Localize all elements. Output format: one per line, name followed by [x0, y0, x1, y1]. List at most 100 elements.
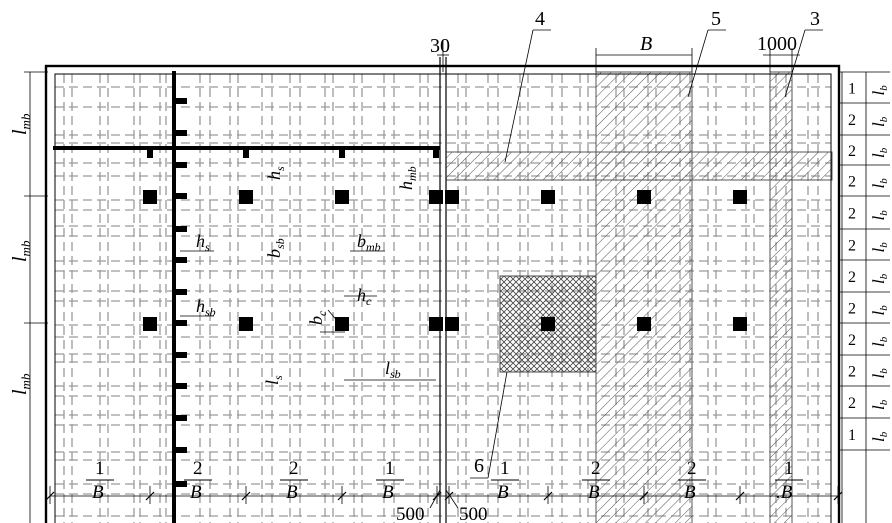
- row-num-6: 2: [848, 269, 856, 286]
- bottom-span-labels: 1 B 2 B 2 B 1 B 1 B 2 B 2 B 1 .B: [86, 458, 803, 503]
- column-0-6: [637, 190, 651, 204]
- beam-tick-v-12: [174, 481, 187, 487]
- column-0-2: [335, 190, 349, 204]
- label-bsb: bsb: [264, 238, 287, 258]
- bottom-tick-5: [444, 491, 454, 501]
- span-unit-5: B: [588, 482, 600, 503]
- beam-tick-v-6: [174, 289, 187, 295]
- beam-tick-v-4: [174, 226, 187, 232]
- row-lb-11: lb: [869, 431, 890, 442]
- label-lmb-3: lmb: [9, 373, 33, 395]
- column-1-3: [429, 317, 443, 331]
- row-lb-0: lb: [869, 85, 890, 96]
- row-lb-7: lb: [869, 305, 890, 316]
- callout-4: 4: [535, 8, 545, 30]
- column-0-1: [239, 190, 253, 204]
- bottom-tick-8: [735, 491, 745, 501]
- span-unit-2: B: [286, 482, 298, 503]
- label-ls: ls: [262, 375, 285, 385]
- leader-lines: [180, 29, 823, 509]
- span-num-6: 2: [687, 458, 697, 479]
- right-row-labels: 1 lb 2 lb 2 lb 2 lb 2 lb 2 lb 2 lb 2 lb 2 lb 2 lb 2 lb 1 lb: [848, 81, 890, 445]
- bottom-tick-7: [639, 491, 649, 501]
- label-bc: bc: [306, 310, 329, 325]
- column-1-6: [637, 317, 651, 331]
- bottom-tick-0: [45, 491, 55, 501]
- span-unit-3: B: [382, 482, 394, 503]
- beam-tick-v-3: [174, 193, 187, 199]
- row-lb-3: lb: [869, 178, 890, 189]
- span-unit-6: B: [684, 482, 696, 503]
- row-lb-10: lb: [869, 399, 890, 410]
- right-dimension-chain: [838, 71, 890, 523]
- span-num-7: 1: [784, 458, 794, 479]
- span-num-5: 2: [591, 458, 601, 479]
- span-num-0: 1: [95, 458, 105, 479]
- beam-tick-h-2: [339, 148, 345, 158]
- beam-tick-h-3: [433, 148, 439, 158]
- label-hs: hs: [196, 231, 210, 254]
- span-num-4: 1: [500, 458, 510, 479]
- beam-tick-v-5: [174, 257, 187, 263]
- column-0-3: [429, 190, 443, 204]
- callout-5: 5: [711, 8, 721, 30]
- beam-tick-v-8: [174, 352, 187, 358]
- row-num-0: 1: [848, 81, 856, 98]
- beam-tick-v-0: [174, 98, 187, 104]
- bottom-tick-4: [432, 491, 442, 501]
- beam-ticks: [147, 98, 439, 487]
- span-num-1: 2: [193, 458, 203, 479]
- column-1-4: [445, 317, 459, 331]
- zone-6: [499, 275, 597, 373]
- row-num-10: 2: [848, 395, 856, 412]
- span-unit-7: .B: [776, 482, 793, 503]
- beam-tick-v-7: [174, 320, 187, 326]
- row-num-3: 2: [848, 174, 856, 191]
- label-hs-top: hs: [264, 166, 287, 180]
- span-unit-0: B: [92, 482, 104, 503]
- zone-4: [445, 151, 833, 181]
- row-lb-1: lb: [869, 116, 890, 127]
- bottom-dimension-chain: [45, 486, 843, 504]
- row-num-1: 2: [848, 112, 856, 129]
- dim-1000: 1000: [757, 33, 797, 55]
- offset-500-right: 500: [459, 504, 488, 523]
- column-0-0: [143, 190, 157, 204]
- zone-3: [769, 71, 793, 523]
- row-num-4: 2: [848, 206, 856, 223]
- column-0-4: [445, 190, 459, 204]
- bottom-tick-1: [145, 491, 155, 501]
- column-1-0: [143, 317, 157, 331]
- row-num-11: 1: [848, 427, 856, 444]
- column-1-2: [335, 317, 349, 331]
- label-lmb-1: lmb: [9, 113, 33, 135]
- label-hsb: hsb: [196, 296, 216, 319]
- callout-3: 3: [810, 8, 820, 30]
- zone-5: [595, 71, 693, 523]
- callout-30: 30: [430, 35, 450, 57]
- dashed-grid: [55, 74, 831, 523]
- row-lb-2: lb: [869, 147, 890, 158]
- bottom-tick-3: [337, 491, 347, 501]
- bottom-tick-6: [543, 491, 553, 501]
- slab-outline-inner: [54, 73, 832, 523]
- offset-500-left: 500: [396, 504, 425, 523]
- beam-tick-v-10: [174, 415, 187, 421]
- beam-tick-h-1: [243, 148, 249, 158]
- label-lsb: lsb: [385, 358, 401, 381]
- beam-tick-v-1: [174, 130, 187, 136]
- row-num-7: 2: [848, 301, 856, 318]
- column-0-7: [733, 190, 747, 204]
- bottom-tick-2: [241, 491, 251, 501]
- row-lb-5: lb: [869, 242, 890, 253]
- row-lb-8: lb: [869, 336, 890, 347]
- slab-outline-outer: [44, 64, 841, 523]
- row-num-2: 2: [848, 143, 856, 160]
- span-unit-1: B: [190, 482, 202, 503]
- row-lb-9: lb: [869, 368, 890, 379]
- dim-B-top: B: [640, 33, 652, 55]
- label-bmb: bmb: [357, 231, 381, 254]
- hatched-zones: [445, 71, 833, 523]
- row-num-8: 2: [848, 332, 856, 349]
- column-0-5: [541, 190, 555, 204]
